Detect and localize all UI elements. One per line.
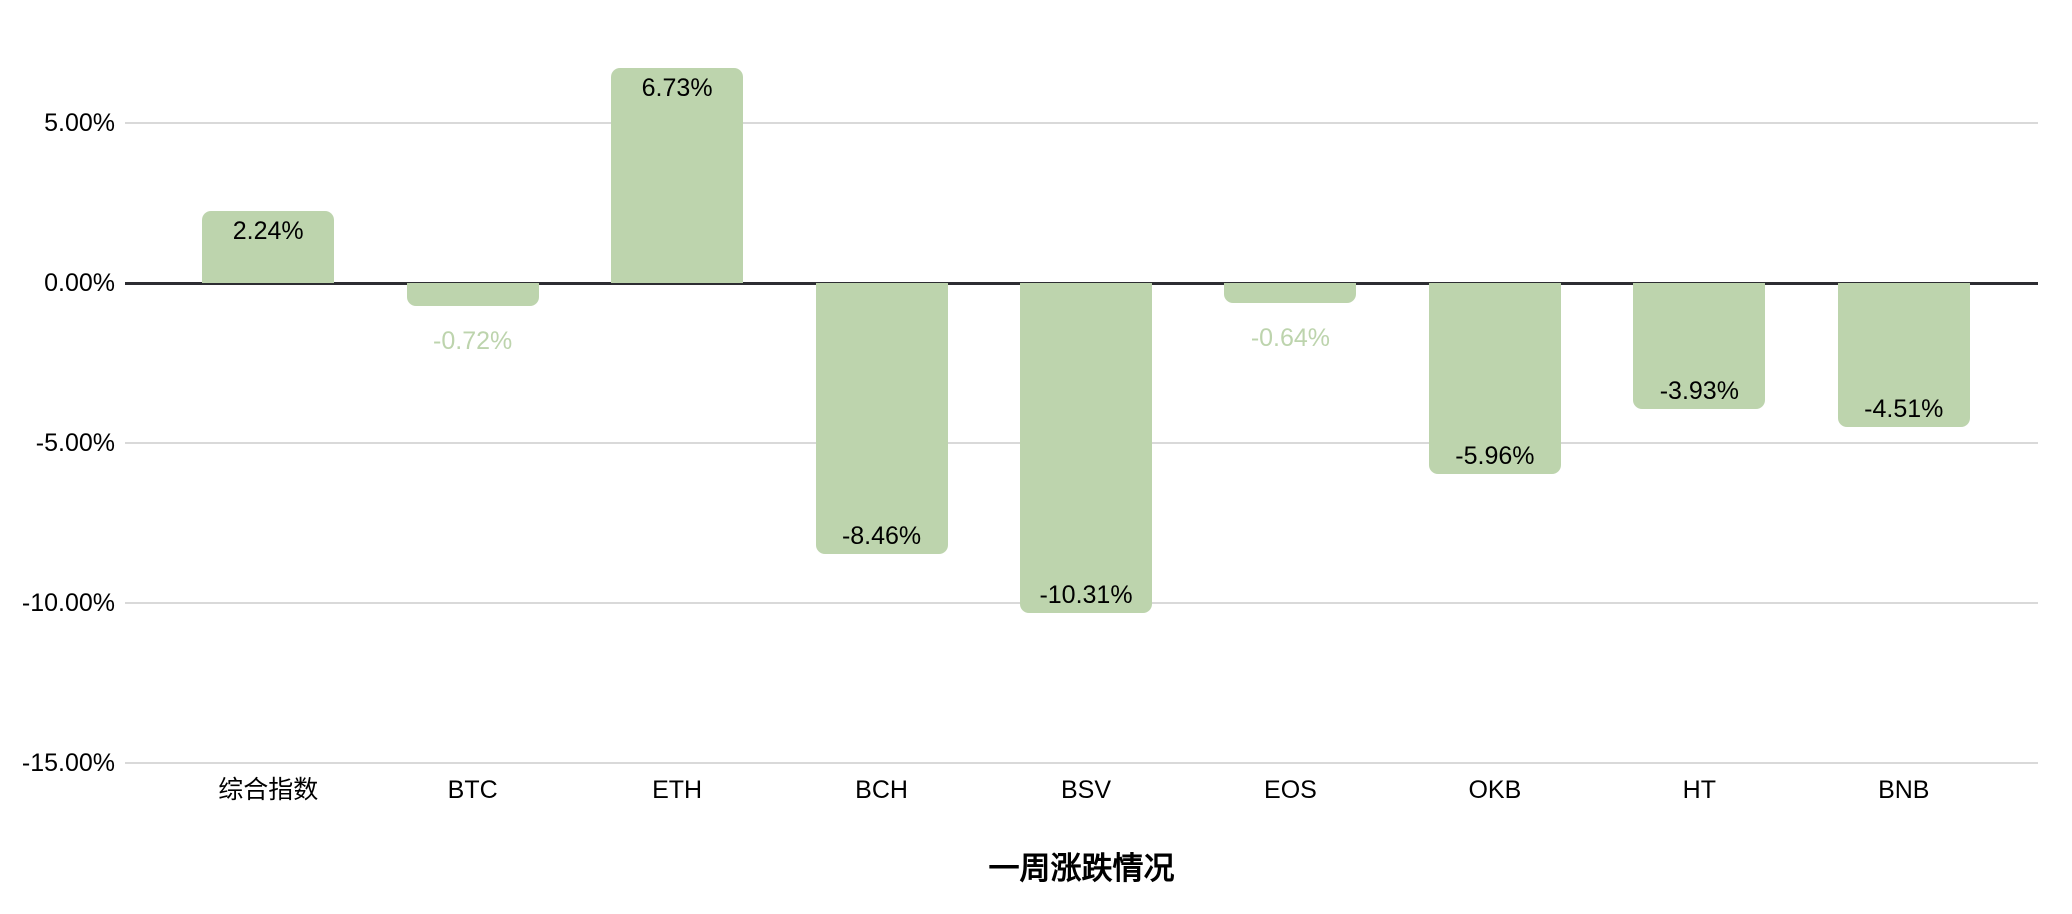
bar-value-label: -0.64% — [1250, 324, 1331, 353]
y-tick-label: 5.00% — [44, 109, 115, 137]
bar-value-label: -0.72% — [433, 327, 513, 356]
x-axis-label-BNB: BNB — [1878, 776, 1930, 804]
bar-综合指数[interactable] — [202, 211, 335, 283]
x-axis-label-EOS: EOS — [1264, 776, 1317, 804]
bar-HT[interactable] — [1633, 283, 1766, 409]
x-axis-label-综合指数: 综合指数 — [218, 776, 319, 804]
x-axis-label-BCH: BCH — [855, 776, 908, 804]
y-gridline — [125, 762, 2038, 764]
bar-value-label: -3.93% — [1659, 376, 1739, 405]
bar-BNB[interactable] — [1837, 283, 1970, 428]
x-axis-label-ETH: ETH — [652, 776, 703, 804]
bar-value-label: -8.46% — [841, 521, 922, 550]
x-axis-label-OKB: OKB — [1468, 776, 1522, 804]
x-axis-label-BSV: BSV — [1060, 776, 1112, 804]
y-tick-label: -15.00% — [21, 749, 115, 777]
bar-value-label: -4.51% — [1864, 395, 1944, 424]
bar-value-label: -10.31% — [1039, 580, 1133, 609]
y-tick-label: -5.00% — [35, 429, 115, 457]
y-tick-label: 0.00% — [44, 269, 115, 297]
y-gridline — [125, 122, 2038, 124]
bar-value-label: 2.24% — [232, 217, 304, 246]
x-axis-label-HT: HT — [1682, 776, 1716, 804]
bar-BSV[interactable] — [1020, 283, 1152, 613]
bar-BCH[interactable] — [815, 283, 948, 554]
bar-ETH[interactable] — [611, 67, 744, 283]
x-axis-label-BTC: BTC — [447, 776, 498, 804]
bar-OKB[interactable] — [1428, 283, 1561, 474]
bar-BTC[interactable] — [406, 283, 539, 307]
bar-value-label: 6.73% — [641, 73, 713, 102]
bar-value-label: -5.96% — [1455, 441, 1535, 470]
chart-title: 一周涨跌情况 — [988, 851, 1175, 886]
bar-EOS[interactable] — [1224, 283, 1357, 304]
y-tick-label: -10.00% — [21, 589, 115, 617]
